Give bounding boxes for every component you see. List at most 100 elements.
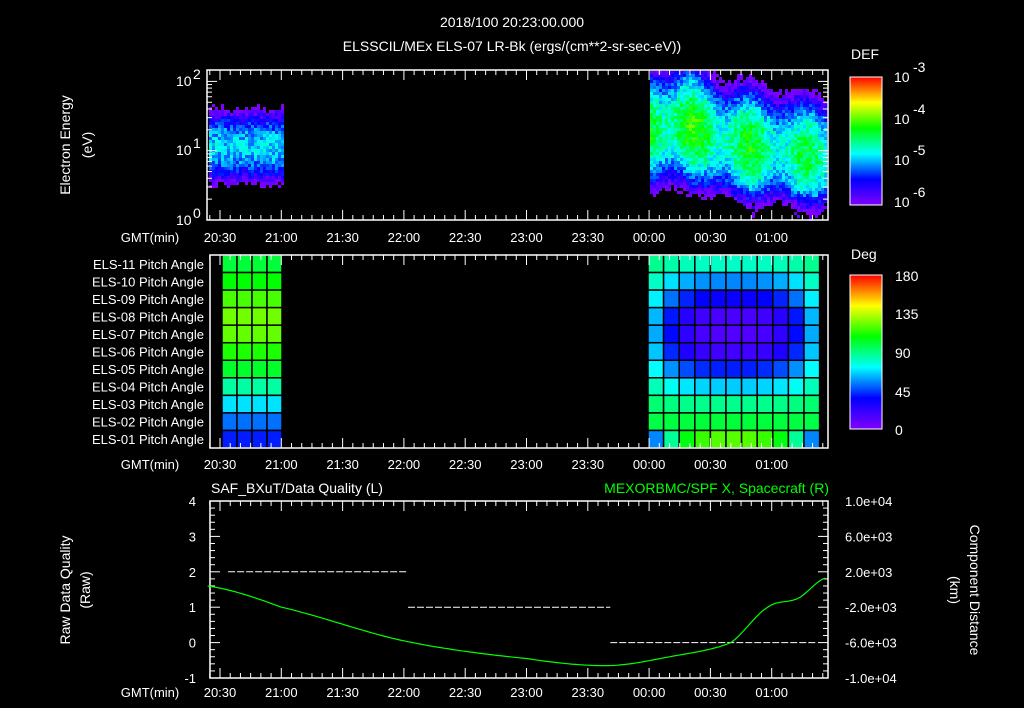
spectrogram-pixel	[662, 164, 665, 167]
spectrogram-pixel	[236, 149, 239, 152]
spectrogram-pixel	[695, 128, 698, 131]
spectrogram-pixel	[677, 101, 680, 104]
spectrogram-pixel	[689, 92, 692, 95]
spectrogram-pixel	[242, 173, 245, 176]
spectrogram-pixel	[740, 131, 743, 134]
spectrogram-pixel	[758, 83, 761, 86]
spectrogram-pixel	[263, 149, 266, 152]
spectrogram-pixel	[791, 188, 794, 191]
spectrogram-pixel	[656, 185, 659, 188]
spectrogram-pixel	[650, 110, 653, 113]
spectrogram-pixel	[230, 137, 233, 140]
spectrogram-pixel	[692, 185, 695, 188]
spectrogram-pixel	[716, 161, 719, 164]
spectrogram-pixel	[278, 110, 281, 113]
spectrogram-pixel	[689, 116, 692, 119]
spectrogram-pixel	[740, 128, 743, 131]
spectrogram-pixel	[716, 143, 719, 146]
pitch-angle-row-label: ELS-09 Pitch Angle	[92, 292, 204, 307]
spectrogram-pixel	[656, 179, 659, 182]
spectrogram-pixel	[251, 110, 254, 113]
spectrogram-pixel	[716, 98, 719, 101]
spectrogram-pixel	[689, 188, 692, 191]
spectrogram-pixel	[725, 98, 728, 101]
spectrogram-pixel	[710, 113, 713, 116]
spectrogram-pixel	[809, 188, 812, 191]
spectrogram-pixel	[659, 77, 662, 80]
spectrogram-pixel	[776, 152, 779, 155]
spectrogram-pixel	[251, 119, 254, 122]
spectrogram-pixel	[755, 116, 758, 119]
spectrogram-pixel	[743, 110, 746, 113]
spectrogram-pixel	[722, 143, 725, 146]
spectrogram-pixel	[806, 152, 809, 155]
spectrogram-pixel	[683, 71, 686, 74]
spectrogram-pixel	[680, 107, 683, 110]
spectrogram-pixel	[686, 179, 689, 182]
spectrogram-pixel	[653, 185, 656, 188]
spectrogram-pixel	[818, 122, 821, 125]
spectrogram-pixel	[662, 137, 665, 140]
time-tick-label: 23:30	[572, 230, 605, 245]
spectrogram-pixel	[782, 146, 785, 149]
spectrogram-pixel	[260, 161, 263, 164]
spectrogram-pixel	[818, 191, 821, 194]
spectrogram-pixel	[257, 137, 260, 140]
spectrogram-pixel	[815, 215, 818, 218]
spectrogram-pixel	[740, 158, 743, 161]
spectrogram-pixel	[725, 92, 728, 95]
spectrogram-pixel	[215, 122, 218, 125]
spectrogram-pixel	[728, 125, 731, 128]
spectrogram-pixel	[785, 203, 788, 206]
spectrogram-pixel	[713, 176, 716, 179]
spectrogram-pixel	[821, 188, 824, 191]
spectrogram-pixel	[806, 179, 809, 182]
pitch-angle-cell	[803, 341, 821, 362]
spectrogram-pixel	[794, 161, 797, 164]
spectrogram-pixel	[710, 176, 713, 179]
spectrogram-pixel	[734, 89, 737, 92]
spectrogram-pixel	[233, 110, 236, 113]
spectrogram-pixel	[281, 131, 284, 134]
pitch-angle-row-label: ELS-05 Pitch Angle	[92, 362, 204, 377]
spectrogram-pixel	[212, 131, 215, 134]
spectrogram-pixel	[665, 119, 668, 122]
spectrogram-pixel	[728, 119, 731, 122]
spectrogram-pixel	[809, 179, 812, 182]
spectrogram-pixel	[212, 161, 215, 164]
spectrogram-pixel	[227, 125, 230, 128]
time-tick-label: 20:30	[204, 685, 237, 700]
spectrogram-pixel	[704, 74, 707, 77]
spectrogram-pixel	[725, 176, 728, 179]
spectrogram-pixel	[803, 89, 806, 92]
spectrogram-pixel	[800, 113, 803, 116]
spectrogram-pixel	[776, 149, 779, 152]
spectrogram-pixel	[698, 161, 701, 164]
spectrogram-pixel	[764, 164, 767, 167]
spectrogram-pixel	[704, 95, 707, 98]
spectrogram-pixel	[779, 182, 782, 185]
spectrogram-pixel	[716, 128, 719, 131]
spectrogram-pixel	[653, 95, 656, 98]
spectrogram-pixel	[236, 152, 239, 155]
spectrogram-pixel	[815, 194, 818, 197]
spectrogram-pixel	[797, 164, 800, 167]
spectrogram-pixel	[260, 152, 263, 155]
spectrogram-pixel	[713, 137, 716, 140]
spectrogram-pixel	[272, 116, 275, 119]
spectrogram-pixel	[776, 110, 779, 113]
spectrogram-pixel	[794, 92, 797, 95]
spectrogram-pixel	[734, 116, 737, 119]
pitch-angle-cell	[647, 254, 665, 274]
colorbar-tick-label: 10-3	[894, 59, 926, 85]
spectrogram-pixel	[737, 89, 740, 92]
spectrogram-pixel	[719, 179, 722, 182]
spectrogram-pixel	[785, 104, 788, 107]
spectrogram-pixel	[710, 95, 713, 98]
spectrogram-pixel	[707, 113, 710, 116]
time-tick-label: 21:00	[265, 457, 298, 472]
spectrogram-pixel	[683, 137, 686, 140]
spectrogram-pixel	[230, 173, 233, 176]
spectrogram-pixel	[740, 74, 743, 77]
spectrogram-pixel	[713, 83, 716, 86]
